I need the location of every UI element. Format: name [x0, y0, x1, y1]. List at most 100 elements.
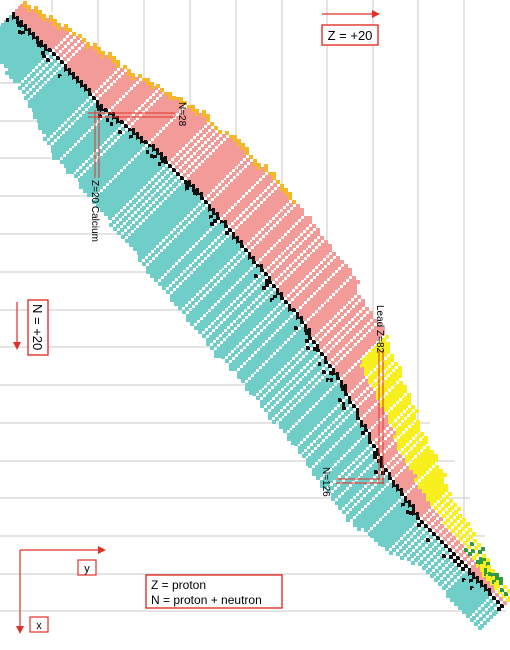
- nuclide-cell: [264, 208, 268, 212]
- nuclide-cell: [36, 36, 40, 40]
- nuclide-cell: [282, 330, 286, 334]
- nuclide-cell: [126, 102, 130, 106]
- nuclide-cell: [215, 269, 219, 273]
- nuclide-cell: [228, 148, 232, 152]
- nuclide-cell: [202, 114, 206, 118]
- nuclide-cell: [56, 116, 60, 120]
- nuclide-cell: [96, 200, 100, 204]
- nuclide-cell: [109, 79, 113, 83]
- nuclide-cell: [205, 211, 209, 215]
- nuclide-cell: [305, 291, 309, 295]
- nuclide-cell: [45, 51, 49, 55]
- nuclide-cell: [299, 313, 303, 317]
- nuclide-cell: [111, 157, 115, 161]
- nuclide-cell: [29, 35, 33, 39]
- nuclide-cell: [285, 195, 289, 199]
- nuclide-cell: [324, 244, 328, 248]
- nuclide-cell: [104, 160, 108, 164]
- nuclide-cell: [224, 220, 228, 224]
- nuclide-cell: [44, 84, 48, 88]
- nuclide-cell: [48, 104, 52, 108]
- nuclide-cell: [196, 116, 200, 120]
- nuclide-cell: [308, 312, 312, 316]
- nuclide-cell: [182, 250, 186, 254]
- nuclide-cell: [227, 285, 231, 289]
- nuclide-cell: [31, 13, 35, 17]
- nuclide-cell: [53, 79, 57, 83]
- nuclide-cell: [211, 261, 215, 265]
- nuclide-cell: [198, 266, 202, 270]
- nuclide-cell: [260, 184, 264, 188]
- nuclide-cell: [162, 114, 166, 118]
- nuclide-cell: [76, 60, 80, 64]
- nuclide-cell: [298, 222, 302, 226]
- nuclide-cell: [343, 309, 347, 313]
- nuclide-cell: [313, 235, 317, 239]
- nuclide-cell: [34, 46, 38, 50]
- nuclide-cell: [255, 189, 259, 193]
- nuclide-cell: [262, 242, 266, 246]
- nuclide-cell: [283, 225, 287, 229]
- nuclide-cell: [134, 90, 138, 94]
- nuclide-cell: [205, 271, 209, 275]
- nuclide-cell: [261, 215, 265, 219]
- nuclide-cell: [215, 329, 219, 333]
- nuclide-cell: [284, 280, 288, 284]
- nuclide-cell: [276, 288, 280, 292]
- nuclide-cell: [288, 192, 292, 196]
- nuclide-cell: [179, 153, 183, 157]
- nuclide-cell: [79, 77, 83, 81]
- nuclide-cell: [125, 83, 129, 87]
- nuclide-cell: [243, 237, 247, 241]
- nuclide-cell: [77, 99, 81, 103]
- nuclide-cell: [142, 98, 146, 102]
- nuclide-cell: [173, 131, 177, 135]
- nuclide-cell: [108, 56, 112, 60]
- nuclide-cell: [223, 201, 227, 205]
- nuclide-cell: [305, 219, 309, 223]
- nuclide-cell: [190, 194, 194, 198]
- nuclide-cell: [78, 146, 82, 150]
- nuclide-cell: [333, 307, 337, 311]
- nuclide-cell: [59, 109, 63, 113]
- nuclide-cell: [183, 117, 187, 121]
- nuclide-cell: [65, 91, 69, 95]
- nuclide-cell: [60, 160, 64, 164]
- nuclide-cell: [14, 26, 18, 30]
- nuclide-cell: [128, 76, 132, 80]
- nuclide-cell: [54, 82, 58, 86]
- nuclide-cell: [279, 333, 283, 337]
- nuclide-cell: [290, 254, 294, 258]
- nuclide-cell: [166, 130, 170, 134]
- nuclide-cell: [20, 4, 24, 8]
- nuclide-cell: [102, 130, 106, 134]
- nuclide-cell: [258, 278, 262, 282]
- nuclide-cell: [361, 303, 365, 307]
- nuclide-cell: [201, 323, 205, 327]
- nuclide-cell: [289, 327, 293, 331]
- nuclide-cell: [29, 51, 33, 55]
- nuclide-cell: [239, 281, 243, 285]
- nuclide-cell: [227, 141, 231, 145]
- nuclide-cell: [280, 360, 284, 364]
- nuclide-cell: [186, 138, 190, 142]
- nuclide-cell: [262, 346, 266, 350]
- nuclide-cell: [220, 156, 224, 160]
- nuclide-cell: [216, 216, 220, 220]
- nuclide-cell: [189, 267, 193, 271]
- nuclide-cell: [186, 210, 190, 214]
- nuclide-cell: [245, 339, 249, 343]
- nuclide-cell: [114, 90, 118, 94]
- nuclide-cell: [229, 135, 233, 139]
- nuclide-cell: [87, 69, 91, 73]
- nuclide-cell: [179, 289, 183, 293]
- nuclide-cell: [83, 81, 87, 85]
- nuclide-cell: [163, 205, 167, 209]
- nuclide-cell: [109, 119, 113, 123]
- nuclide-cell: [214, 242, 218, 246]
- nuclide-cell: [177, 139, 181, 143]
- nuclide-cell: [42, 126, 46, 130]
- nuclide-cell: [79, 57, 83, 61]
- nuclide-cell: [112, 220, 116, 224]
- nuclide-cell: [140, 192, 144, 196]
